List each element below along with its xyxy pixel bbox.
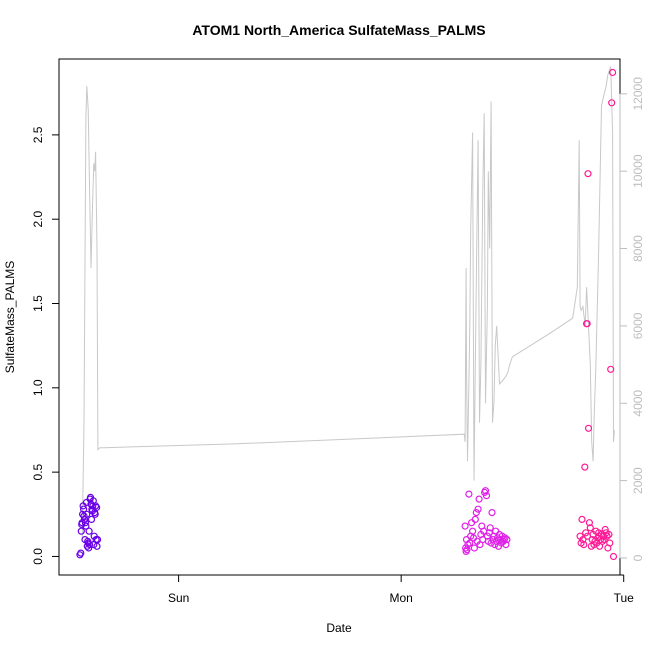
data-point	[77, 527, 85, 535]
points-layer	[76, 68, 618, 561]
data-point	[465, 490, 473, 498]
y2-tick-label: 2000	[631, 467, 645, 494]
y-tick-label: 2.5	[31, 126, 45, 143]
data-point	[85, 544, 93, 552]
data-point	[87, 515, 96, 524]
y-axis-left: 0.0 0.5 1.0 1.5 2.0 2.5	[31, 126, 60, 565]
data-point	[603, 532, 611, 540]
altitude-line	[81, 66, 615, 539]
data-point	[470, 544, 478, 552]
data-point	[89, 502, 97, 510]
data-point	[463, 546, 471, 554]
data-point	[464, 540, 472, 549]
data-point	[471, 515, 479, 524]
data-point	[83, 510, 91, 518]
data-point	[77, 549, 85, 557]
data-point	[85, 540, 94, 549]
data-point	[609, 552, 618, 561]
data-point	[91, 510, 99, 518]
data-point	[93, 535, 102, 544]
data-point	[468, 519, 476, 527]
data-point	[502, 540, 510, 549]
y2-tick-label: 6000	[631, 312, 645, 339]
x-tick-label: Sun	[168, 591, 189, 605]
plot-frame	[58, 58, 621, 576]
data-point	[584, 170, 592, 178]
data-point	[607, 365, 615, 373]
data-point	[486, 524, 494, 532]
data-point	[601, 525, 609, 534]
data-point	[82, 522, 90, 530]
data-point	[583, 320, 591, 328]
data-point	[85, 527, 93, 535]
data-point	[579, 535, 587, 544]
data-point	[485, 529, 493, 537]
data-point	[81, 519, 90, 527]
data-point	[93, 542, 101, 550]
x-axis-label: Date	[326, 621, 352, 635]
data-point	[581, 463, 589, 471]
y-axis-label: SulfateMass_PALMS	[3, 261, 17, 374]
data-point	[469, 527, 477, 535]
x-tick-label: Tue	[614, 591, 635, 605]
x-axis: Sun Mon Tue	[168, 574, 635, 605]
y-tick-label: 1.5	[31, 295, 45, 312]
y-tick-label: 0.5	[31, 463, 45, 480]
data-point	[582, 529, 590, 537]
data-point	[585, 519, 594, 527]
data-point	[606, 539, 614, 547]
data-point	[608, 68, 617, 77]
y2-tick-label: 10000	[631, 154, 645, 188]
data-point	[466, 539, 474, 547]
y-tick-label: 2.0	[31, 211, 45, 228]
y-axis-right: 0 2000 4000 6000 8000 10000 12000	[619, 77, 645, 561]
data-point	[461, 522, 469, 530]
y2-tick-label: 0	[631, 554, 645, 561]
y2-tick-label: 8000	[631, 235, 645, 262]
data-point	[474, 505, 482, 513]
y2-tick-label: 4000	[631, 390, 645, 417]
data-point	[482, 492, 491, 500]
y-tick-label: 1.0	[31, 379, 45, 396]
data-point	[608, 99, 616, 107]
data-point	[472, 508, 480, 517]
x-tick-label: Mon	[389, 591, 412, 605]
data-point	[578, 515, 586, 524]
data-point	[605, 530, 613, 539]
data-point	[488, 508, 496, 517]
altitude-line-layer	[81, 66, 615, 539]
data-point	[475, 495, 483, 503]
data-point	[79, 505, 88, 513]
data-point	[586, 524, 594, 532]
y2-tick-label: 12000	[631, 77, 645, 111]
data-point	[503, 535, 511, 544]
y-tick-label: 0.0	[31, 548, 45, 565]
data-point	[92, 503, 101, 512]
data-point	[584, 424, 593, 432]
chart-title: ATOM1 North_America SulfateMass_PALMS	[192, 22, 485, 38]
data-point	[580, 540, 588, 549]
data-point	[481, 487, 490, 495]
data-point	[501, 534, 509, 542]
data-point	[598, 537, 607, 545]
